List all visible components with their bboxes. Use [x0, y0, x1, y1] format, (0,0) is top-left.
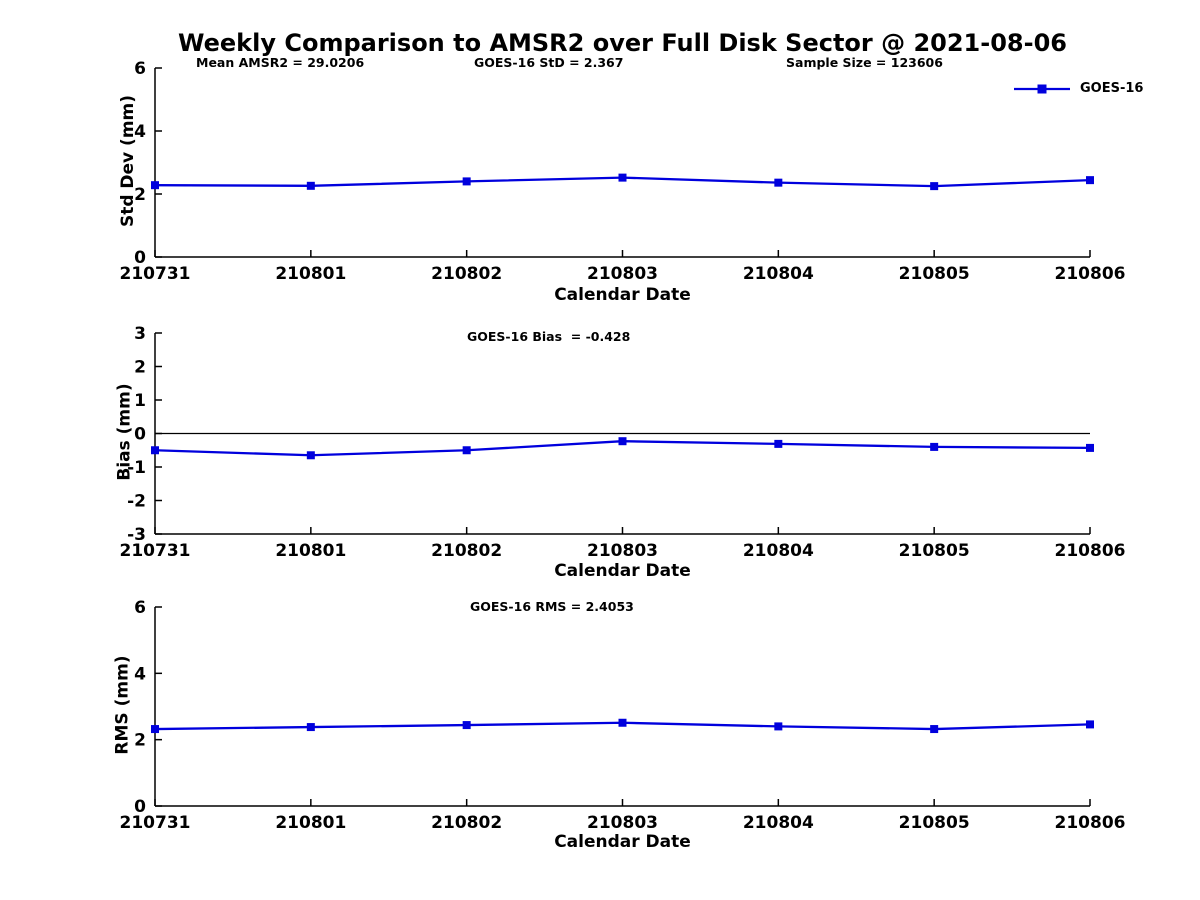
data-point-marker: [306, 181, 315, 190]
chart-title: Weekly Comparison to AMSR2 over Full Dis…: [178, 29, 1067, 57]
y-tick-label: -2: [127, 491, 146, 511]
x-tick-label: 210804: [743, 264, 814, 284]
x-tick-label: 210804: [743, 541, 814, 561]
data-point-marker: [930, 725, 939, 734]
y-tick-label: 0: [134, 797, 146, 817]
data-point-marker: [306, 451, 315, 460]
y-tick-label: 0: [134, 248, 146, 268]
data-point-marker: [774, 722, 783, 731]
data-point-marker: [462, 446, 471, 455]
x-tick-label: 210803: [587, 541, 658, 561]
stat-annotation-sample-size: Sample Size = 123606: [786, 55, 943, 70]
stat-annotation-goes16-bias: GOES-16 Bias = -0.428: [467, 329, 631, 344]
y-tick-label: 4: [134, 664, 146, 684]
x-tick-label: 210801: [275, 813, 346, 833]
data-point-marker: [151, 446, 159, 455]
data-point-marker: [618, 718, 627, 727]
y-tick-label: 4: [134, 122, 146, 142]
data-point-marker: [1086, 443, 1094, 452]
legend-line-sample: [1014, 84, 1070, 93]
data-point-marker: [1086, 720, 1094, 729]
data-point-marker: [1086, 176, 1094, 185]
x-tick-label: 210802: [431, 541, 502, 561]
data-point-marker: [774, 178, 783, 187]
y-tick-label: 2: [134, 185, 146, 205]
y-tick-label: 3: [134, 324, 146, 344]
y-axis-label-rms: RMS (mm): [112, 655, 133, 755]
data-point-marker: [774, 439, 783, 448]
data-point-marker: [930, 442, 939, 451]
legend: GOES-16: [1012, 81, 1143, 96]
stat-annotation-mean-amsr2: Mean AMSR2 = 29.0206: [196, 55, 365, 70]
x-tick-label: 210803: [587, 264, 658, 284]
x-tick-label: 210804: [743, 813, 814, 833]
y-tick-label: 2: [134, 357, 146, 377]
y-tick-label: -1: [127, 458, 146, 478]
x-tick-label: 210806: [1055, 813, 1126, 833]
x-axis-label-calendar-date-1: Calendar Date: [554, 285, 691, 305]
x-tick-label: 210805: [899, 813, 970, 833]
y-tick-label: 1: [134, 391, 146, 411]
x-tick-label: 210731: [120, 813, 191, 833]
stat-annotation-goes16-rms: GOES-16 RMS = 2.4053: [470, 599, 634, 614]
x-tick-label: 210731: [120, 264, 191, 284]
data-point-marker: [618, 173, 627, 182]
data-point-marker: [462, 721, 471, 730]
x-tick-label: 210803: [587, 813, 658, 833]
y-tick-label: 6: [134, 59, 146, 79]
data-point-marker: [462, 177, 471, 186]
x-tick-label: 210801: [275, 264, 346, 284]
data-point-marker: [306, 723, 315, 732]
y-tick-label: 2: [134, 731, 146, 751]
y-axis-label-bias: Bias (mm): [114, 383, 135, 481]
x-axis-label-calendar-date-2: Calendar Date: [554, 561, 691, 581]
stat-annotation-goes16-std: GOES-16 StD = 2.367: [474, 55, 624, 70]
y-tick-label: 0: [134, 424, 146, 444]
legend-label: GOES-16: [1080, 81, 1144, 96]
data-point-marker: [151, 725, 159, 734]
x-tick-label: 210806: [1055, 541, 1126, 561]
x-tick-label: 210805: [899, 264, 970, 284]
x-tick-label: 210731: [120, 541, 191, 561]
x-tick-label: 210802: [431, 264, 502, 284]
x-tick-label: 210806: [1055, 264, 1126, 284]
x-tick-label: 210805: [899, 541, 970, 561]
y-axis-label-std-dev: Std Dev (mm): [118, 94, 139, 228]
legend-square-marker-icon: [1037, 84, 1047, 93]
data-point-marker: [930, 182, 939, 191]
y-tick-label: 6: [134, 598, 146, 618]
x-tick-label: 210801: [275, 541, 346, 561]
data-point-marker: [151, 181, 159, 190]
y-tick-label: -3: [127, 525, 146, 545]
x-axis-label-calendar-date-3: Calendar Date: [554, 832, 691, 852]
x-tick-label: 210802: [431, 813, 502, 833]
data-point-marker: [618, 437, 627, 446]
